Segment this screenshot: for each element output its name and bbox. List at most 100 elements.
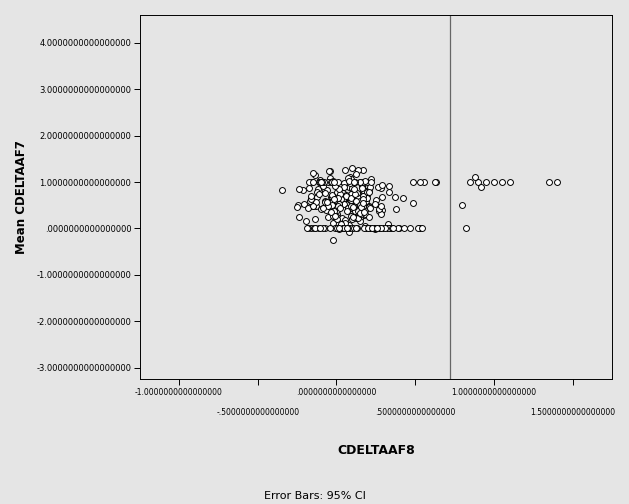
Point — [345, 224, 355, 232]
Point — [305, 197, 315, 205]
Point — [346, 202, 356, 210]
Point — [323, 202, 333, 210]
Point — [340, 219, 350, 227]
Point — [345, 196, 355, 204]
Point — [473, 178, 483, 186]
Point — [343, 174, 353, 182]
Point — [320, 197, 330, 205]
Point — [347, 164, 357, 172]
Point — [476, 182, 486, 191]
Point — [329, 196, 339, 204]
Point — [334, 184, 344, 193]
Point — [382, 224, 392, 232]
Point — [367, 178, 377, 186]
Point — [348, 224, 359, 232]
Point — [351, 214, 361, 222]
Point — [314, 186, 325, 195]
Point — [376, 224, 386, 232]
Point — [387, 224, 397, 232]
Point — [378, 224, 388, 232]
Point — [298, 186, 308, 195]
Point — [350, 170, 360, 178]
Point — [331, 188, 342, 196]
Point — [340, 216, 350, 224]
Point — [333, 178, 343, 186]
Point — [350, 207, 360, 215]
Point — [335, 205, 345, 213]
Point — [315, 224, 325, 232]
Point — [346, 213, 356, 221]
Point — [343, 204, 353, 212]
Point — [303, 224, 313, 232]
Point — [336, 220, 346, 228]
Point — [332, 180, 342, 188]
Point — [465, 178, 476, 186]
Point — [330, 204, 340, 212]
Point — [365, 224, 375, 232]
Point — [348, 196, 358, 204]
Y-axis label: Mean CDELTAAF7: Mean CDELTAAF7 — [15, 140, 28, 254]
Point — [341, 192, 351, 200]
Point — [348, 203, 359, 211]
Point — [377, 181, 387, 189]
Point — [350, 197, 360, 205]
Point — [334, 225, 344, 233]
Point — [357, 182, 367, 190]
Point — [370, 201, 381, 209]
Point — [344, 197, 354, 205]
Point — [353, 166, 364, 174]
Point — [338, 224, 348, 232]
Point — [347, 191, 357, 199]
Point — [341, 192, 351, 200]
Point — [337, 182, 347, 191]
Point — [312, 193, 322, 201]
Point — [336, 195, 346, 203]
Point — [497, 178, 507, 186]
Point — [318, 224, 328, 232]
Point — [308, 178, 318, 186]
Point — [347, 194, 357, 202]
Point — [347, 204, 357, 212]
Point — [384, 182, 394, 190]
Point — [306, 202, 316, 210]
Point — [376, 210, 386, 218]
Point — [356, 203, 366, 211]
Point — [355, 214, 365, 222]
Point — [350, 178, 360, 186]
Point — [371, 196, 381, 204]
Point — [312, 188, 322, 196]
Point — [414, 224, 424, 232]
Point — [364, 203, 374, 211]
Point — [363, 186, 373, 195]
Point — [342, 224, 352, 232]
Point — [326, 178, 336, 186]
Point — [398, 194, 408, 202]
Point — [337, 214, 347, 222]
Point — [335, 190, 345, 198]
Point — [331, 213, 342, 221]
Point — [292, 203, 303, 211]
Point — [308, 202, 318, 210]
Point — [333, 210, 343, 218]
Point — [353, 194, 363, 202]
Point — [372, 224, 382, 232]
Point — [386, 224, 396, 232]
Point — [355, 197, 365, 205]
Point — [361, 224, 371, 232]
Point — [327, 199, 337, 207]
Point — [338, 200, 348, 208]
Point — [318, 204, 328, 212]
Point — [350, 190, 360, 198]
Point — [388, 224, 398, 232]
Point — [345, 175, 355, 183]
Point — [358, 195, 368, 203]
Point — [318, 182, 328, 190]
Point — [355, 209, 365, 217]
Point — [364, 213, 374, 221]
Point — [357, 195, 367, 203]
Point — [342, 201, 352, 209]
Point — [313, 185, 323, 194]
Point — [316, 178, 326, 186]
Point — [309, 224, 320, 232]
Point — [363, 224, 373, 232]
